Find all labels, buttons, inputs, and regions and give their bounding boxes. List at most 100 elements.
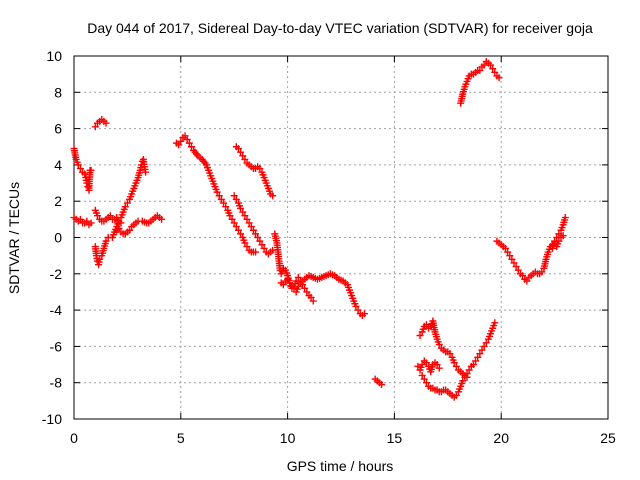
data-point [508, 255, 516, 263]
data-point [74, 161, 82, 169]
data-point [81, 170, 89, 178]
y-tick-label: -10 [42, 411, 62, 427]
data-point [237, 230, 245, 238]
data-point [284, 275, 292, 283]
data-point [222, 203, 230, 211]
y-tick-label: -8 [50, 375, 63, 391]
x-tick-labels: 0 5 10 15 20 25 [70, 430, 616, 446]
data-point [228, 215, 236, 223]
data-point [519, 272, 527, 280]
data-point [523, 277, 531, 285]
data-point [422, 321, 430, 329]
data-point [478, 346, 486, 354]
data-point [256, 237, 264, 245]
data-point [239, 208, 247, 216]
data-point [252, 230, 260, 238]
data-point [360, 310, 368, 318]
data-point [230, 219, 238, 227]
data-point [232, 195, 240, 203]
data-point [121, 203, 129, 211]
data-point [142, 168, 150, 176]
x-tick-label: 5 [177, 430, 185, 446]
y-tick-label: 4 [54, 157, 62, 173]
data-point [279, 281, 287, 289]
data-point [294, 283, 302, 291]
data-point [504, 248, 512, 256]
y-axis-label: SDTVAR / TECUs [6, 182, 22, 294]
data-point [435, 364, 443, 372]
data-point [294, 273, 302, 281]
data-point [487, 61, 495, 69]
data-point [555, 237, 563, 245]
y-tick-label: 10 [46, 48, 62, 64]
data-point [433, 361, 441, 369]
data-point [559, 232, 567, 240]
y-tick-label: -6 [50, 338, 63, 354]
data-point [258, 241, 266, 249]
data-point [555, 230, 563, 238]
data-points [70, 57, 569, 401]
data-point [234, 145, 242, 153]
data-point [418, 361, 426, 369]
data-point [237, 148, 245, 156]
data-point [243, 215, 251, 223]
data-point [243, 243, 251, 251]
data-point [185, 139, 193, 147]
data-point [501, 244, 509, 252]
data-point [217, 195, 225, 203]
data-point [301, 284, 309, 292]
data-point [93, 212, 101, 220]
data-point [220, 199, 228, 207]
data-point [491, 68, 499, 76]
x-tick-label: 25 [600, 430, 616, 446]
data-point [83, 217, 91, 225]
data-point [241, 212, 249, 220]
data-point [303, 288, 311, 296]
data-point [480, 61, 488, 69]
data-point [175, 141, 183, 149]
data-point [512, 263, 520, 271]
data-point [187, 143, 195, 151]
data-point [237, 204, 245, 212]
data-point [422, 359, 430, 367]
data-point [126, 226, 134, 234]
y-tick-label: 2 [54, 193, 62, 209]
x-axis-label: GPS time / hours [287, 458, 394, 474]
data-point [446, 350, 454, 358]
data-point [256, 165, 264, 173]
data-point [461, 373, 469, 381]
data-point [463, 370, 471, 378]
data-point [465, 366, 473, 374]
axis-ticks [73, 55, 609, 420]
data-point [254, 234, 262, 241]
data-point [115, 224, 123, 232]
data-point [177, 137, 185, 145]
data-point [241, 155, 249, 163]
data-point [252, 248, 260, 256]
data-point [158, 215, 166, 223]
data-point [260, 244, 268, 252]
data-point [476, 67, 484, 75]
data-point [354, 306, 362, 314]
data-point [538, 268, 546, 276]
data-point [309, 297, 317, 305]
y-tick-label: 0 [54, 230, 62, 246]
data-point [514, 266, 522, 274]
data-point [352, 302, 360, 310]
data-point [247, 223, 255, 231]
data-point [480, 342, 488, 350]
x-tick-label: 0 [70, 430, 78, 446]
data-point [506, 252, 514, 260]
y-tick-labels: 10 8 6 4 2 0 -2 -4 -6 -8 -10 [42, 48, 62, 427]
data-point [245, 219, 253, 227]
data-point [234, 226, 242, 234]
data-point [491, 319, 499, 327]
data-point [123, 199, 131, 207]
data-point [459, 377, 467, 385]
data-point [183, 135, 191, 143]
data-point [414, 362, 422, 370]
data-point [96, 255, 104, 263]
data-point [106, 212, 114, 220]
data-point [102, 119, 110, 127]
